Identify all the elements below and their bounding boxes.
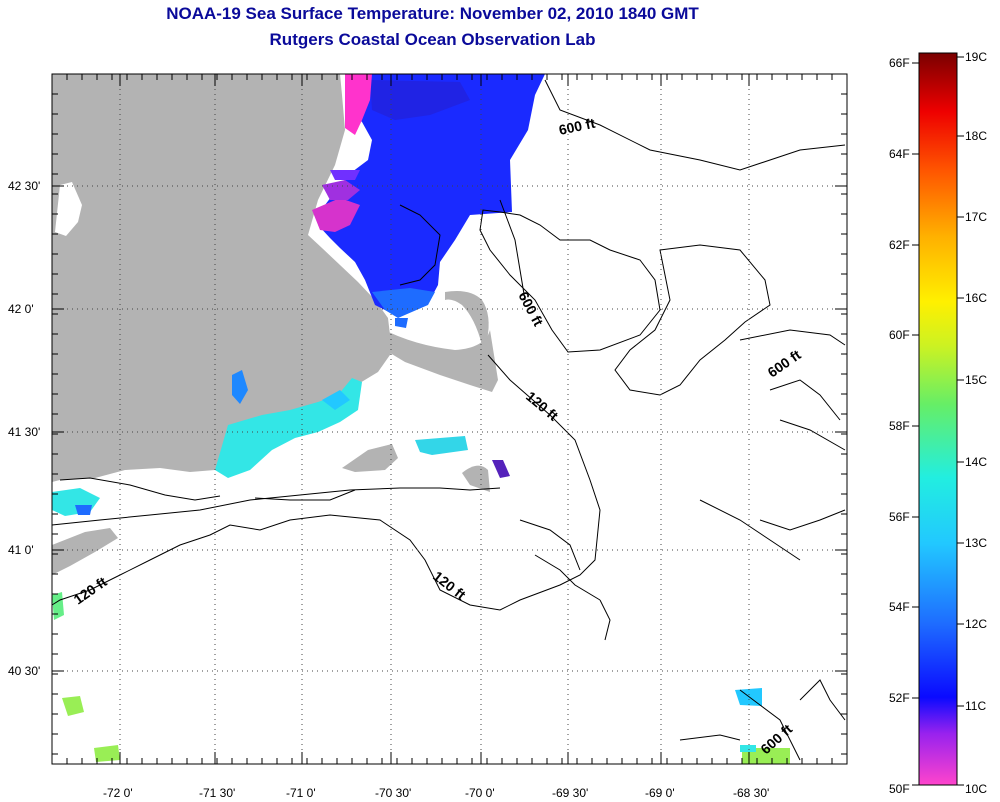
colorbar-f-label: 56F: [889, 510, 910, 524]
colorbar-c-label: 19C: [965, 50, 987, 64]
lat-label: 40 30': [8, 664, 40, 678]
colorbar-f-label: 54F: [889, 600, 910, 614]
lat-label: 41 30': [8, 425, 40, 439]
colorbar-c-label: 12C: [965, 617, 987, 631]
colorbar-f-label: 50F: [889, 782, 910, 796]
lon-label: -70 0': [465, 786, 495, 800]
lon-label: -70 30': [375, 786, 411, 800]
colorbar-c-label: 11C: [965, 699, 986, 713]
lon-label: -71 30': [199, 786, 235, 800]
lon-label: -69 0': [645, 786, 675, 800]
lon-label: -69 30': [552, 786, 588, 800]
bathymetry-contours: [51, 79, 846, 761]
colorbar-f-label: 60F: [889, 328, 910, 342]
graticule: [52, 74, 847, 764]
colorbar-f-label: 52F: [889, 691, 910, 705]
colorbar-gradient: [918, 52, 958, 786]
colorbar-f-label: 66F: [889, 56, 910, 70]
colorbar-c-label: 13C: [965, 536, 987, 550]
contour-label-600ft-north: 600 ft: [557, 115, 596, 138]
colorbar-celsius-labels: 19C 18C 17C 16C 15C 14C 13C 12C 11C 10C: [965, 50, 987, 796]
lat-label: 42 0': [8, 302, 34, 316]
colorbar-fahrenheit-labels: 66F 64F 62F 60F 58F 56F 54F 52F 50F: [889, 56, 910, 796]
map-subtitle: Rutgers Coastal Ocean Observation Lab: [269, 30, 596, 49]
lat-label: 42 30': [8, 179, 40, 193]
colorbar-ticks: [912, 56, 964, 786]
colorbar-c-label: 18C: [965, 129, 987, 143]
colorbar-c-label: 10C: [965, 782, 987, 796]
colorbar-f-label: 62F: [889, 238, 910, 252]
colorbar-f-label: 58F: [889, 419, 910, 433]
lon-label: -72 0': [103, 786, 133, 800]
lon-label: -71 0': [286, 786, 316, 800]
colorbar-c-label: 14C: [965, 455, 987, 469]
colorbar: 66F 64F 62F 60F 58F 56F 54F 52F 50F 19C …: [889, 50, 987, 796]
colorbar-c-label: 15C: [965, 373, 987, 387]
map-frame: [51, 73, 848, 765]
map-title: NOAA-19 Sea Surface Temperature: Novembe…: [166, 4, 699, 23]
colorbar-c-label: 16C: [965, 291, 987, 305]
lon-label: -68 30': [733, 786, 769, 800]
sst-data: [52, 74, 790, 764]
land: [52, 74, 498, 575]
frame-ticks: [52, 74, 847, 764]
latitude-axis: 42 30' 42 0' 41 30' 41 0' 40 30': [8, 179, 40, 678]
colorbar-f-label: 64F: [889, 147, 910, 161]
lat-label: 41 0': [8, 543, 34, 557]
colorbar-c-label: 17C: [965, 210, 987, 224]
longitude-axis: -72 0' -71 30' -71 0' -70 30' -70 0' -69…: [103, 786, 769, 800]
